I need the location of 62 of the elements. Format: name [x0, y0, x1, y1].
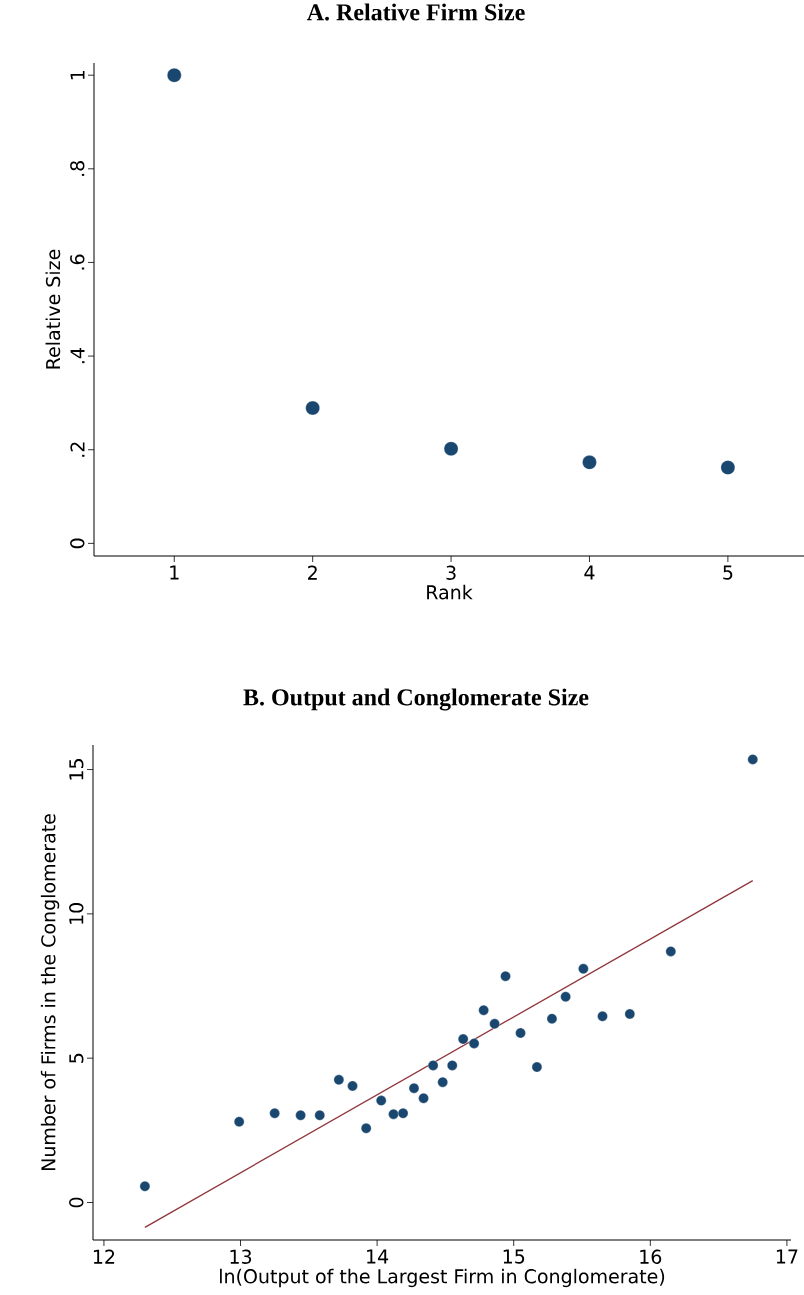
point [582, 455, 597, 470]
x-tick-label: 3 [446, 565, 456, 580]
y-tick-label: 10 [69, 903, 84, 924]
y-tick-label: 0 [70, 538, 85, 549]
point [388, 1109, 399, 1120]
y-tick-label: 15 [69, 759, 84, 780]
point [500, 971, 511, 982]
point [418, 1093, 429, 1104]
point [747, 754, 758, 765]
y-tick-label: 1 [70, 70, 85, 80]
x-tick-label: 13 [230, 1249, 252, 1264]
point [624, 1008, 635, 1020]
x-tick-label: 16 [640, 1249, 662, 1264]
point [295, 1110, 306, 1121]
point [437, 1076, 448, 1088]
point [333, 1074, 345, 1085]
point [376, 1095, 387, 1106]
y-tick-label: 0 [69, 1197, 84, 1208]
point [139, 1181, 151, 1192]
point [347, 1080, 358, 1092]
x-tick-label: 14 [367, 1249, 389, 1264]
point [361, 1123, 372, 1134]
point [578, 963, 589, 974]
y-tick-label: .4 [70, 348, 85, 364]
chart-title: A. Relative Firm Size [306, 3, 525, 21]
point [560, 991, 571, 1002]
point [167, 68, 182, 83]
y-tick-label: .8 [70, 161, 85, 176]
y-tick-label: .6 [70, 254, 85, 270]
chart-title: B. Output and Conglomerate Size [243, 688, 589, 711]
x-tick-label: 17 [776, 1249, 798, 1264]
point [546, 1013, 558, 1024]
point [478, 1005, 489, 1016]
point [234, 1116, 245, 1127]
point [489, 1018, 500, 1029]
x-axis-title: Rank [427, 584, 473, 600]
point [427, 1060, 439, 1071]
point [458, 1033, 469, 1045]
x-axis-title: ln(Output of the Largest Firm in Conglomerate) [220, 1268, 665, 1288]
y-axis-title: Number of Firms in the Conglomerate [40, 814, 60, 1171]
x-tick-label: 15 [503, 1249, 525, 1264]
y-tick-label: 5 [69, 1053, 84, 1063]
point [447, 1060, 458, 1071]
y-tick-label: .2 [70, 442, 85, 457]
point [531, 1061, 543, 1073]
point [314, 1110, 325, 1121]
y-axis-title: Relative Size [45, 249, 61, 369]
x-tick-label: 2 [308, 565, 317, 580]
point [468, 1038, 480, 1049]
point [397, 1108, 409, 1119]
point [665, 946, 676, 957]
point [408, 1083, 420, 1094]
x-tick-label: 5 [723, 565, 733, 580]
x-tick-label: 1 [170, 565, 179, 580]
point [515, 1027, 526, 1039]
point [305, 400, 320, 416]
point [443, 441, 459, 456]
point [720, 460, 736, 475]
point [269, 1108, 280, 1119]
x-tick-label: 12 [93, 1249, 115, 1264]
point [597, 1011, 608, 1022]
x-tick-label: 4 [584, 565, 595, 580]
